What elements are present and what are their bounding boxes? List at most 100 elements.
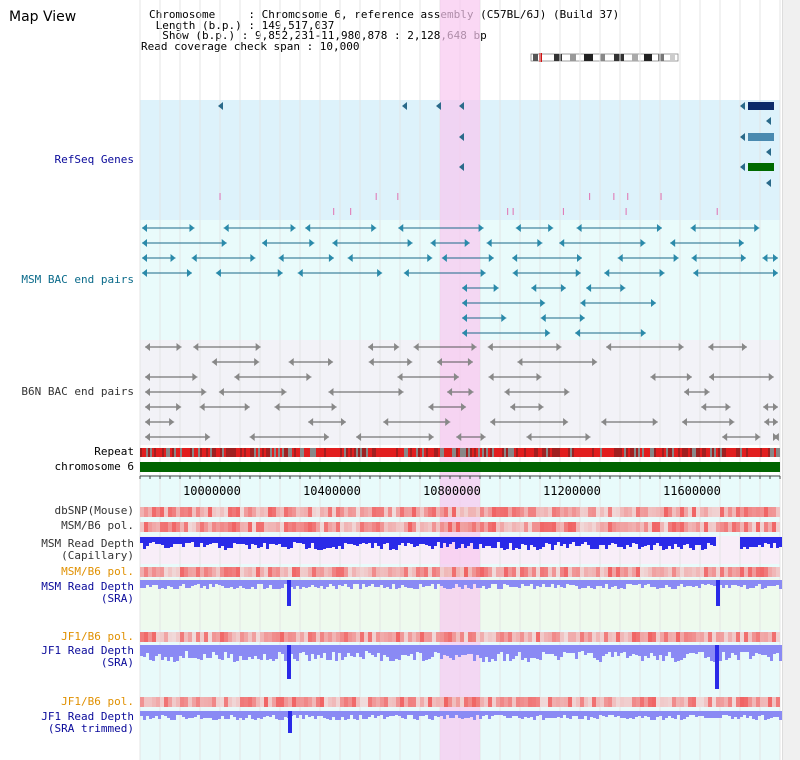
depth-bar	[284, 580, 287, 584]
depth-bar	[275, 645, 278, 659]
b6n-end-arrow	[288, 358, 294, 366]
depth-bar	[158, 580, 161, 589]
depth-bar	[746, 711, 749, 718]
heat-cell	[528, 697, 532, 707]
depth-bar	[314, 645, 317, 659]
depth-bar	[350, 537, 353, 544]
heat-cell	[476, 697, 480, 707]
heat-cell	[168, 632, 172, 642]
depth-bar	[176, 580, 179, 589]
depth-bar	[590, 711, 593, 717]
depth-bar	[302, 580, 305, 587]
heat-cell	[208, 567, 212, 577]
depth-bar	[200, 645, 203, 660]
depth-bar	[272, 645, 275, 661]
heat-cell	[436, 567, 440, 577]
depth-bar	[545, 580, 548, 587]
depth-bar	[572, 537, 575, 542]
repeat-segment	[580, 448, 582, 457]
bac-end-arrow	[773, 254, 778, 262]
heat-cell	[160, 697, 164, 707]
depth-bar	[443, 645, 446, 655]
bac-end-arrow	[548, 224, 554, 232]
heat-cell	[568, 697, 572, 707]
depth-bar	[338, 645, 341, 653]
heat-cell	[764, 522, 768, 532]
depth-bar	[218, 537, 221, 548]
depth-bar	[194, 711, 197, 717]
depth-bar	[476, 711, 479, 715]
depth-bar	[551, 537, 554, 550]
depth-bar	[236, 580, 239, 588]
heat-cell	[228, 567, 232, 577]
depth-bar	[425, 711, 428, 715]
repeat-segment	[478, 448, 480, 457]
depth-bar	[587, 537, 590, 545]
depth-bar	[281, 645, 284, 654]
depth-bar	[242, 537, 245, 544]
track-label-b6n-bac[interactable]: B6N BAC end pairs	[21, 385, 134, 398]
depth-bar	[674, 537, 677, 544]
depth-bar	[359, 645, 362, 657]
axis-tick-label: 11200000	[543, 484, 601, 498]
heat-cell	[148, 567, 152, 577]
heat-cell	[608, 522, 612, 532]
depth-bar	[146, 645, 149, 653]
b6n-end-arrow	[340, 418, 346, 426]
heat-cell	[192, 507, 196, 517]
depth-bar	[245, 580, 248, 589]
depth-bar	[749, 580, 752, 588]
repeat-segment	[274, 448, 276, 457]
heat-cell	[672, 697, 676, 707]
depth-bar	[233, 645, 236, 662]
depth-bar	[542, 537, 545, 547]
heat-cell	[496, 567, 500, 577]
depth-bar	[734, 645, 737, 655]
depth-bar	[629, 537, 632, 547]
repeat-segment	[358, 448, 360, 457]
bac-end-arrow	[142, 254, 147, 262]
depth-bar	[488, 537, 491, 546]
depth-bar	[728, 645, 731, 658]
repeat-segment	[588, 448, 590, 457]
depth-bar	[341, 580, 344, 586]
heat-cell	[392, 507, 396, 517]
heat-cell	[368, 697, 372, 707]
depth-bar	[368, 580, 371, 586]
heat-cell	[332, 507, 336, 517]
heat-cell	[536, 697, 540, 707]
heat-cell	[304, 632, 308, 642]
depth-bar	[212, 711, 215, 720]
depth-bar	[311, 580, 314, 585]
depth-bar	[266, 580, 269, 588]
heat-cell	[424, 507, 428, 517]
repeat-segment	[612, 448, 614, 457]
depth-bar	[608, 537, 611, 545]
track-label-refseq[interactable]: RefSeq Genes	[54, 153, 134, 166]
heat-cell	[524, 632, 528, 642]
depth-bar	[686, 711, 689, 717]
depth-bar	[179, 645, 182, 656]
depth-bar	[728, 711, 731, 716]
b6n-end-arrow	[255, 343, 261, 351]
vertical-scrollbar[interactable]	[782, 0, 800, 760]
heat-cell	[408, 697, 412, 707]
depth-bar	[563, 537, 566, 544]
repeat-segment	[508, 448, 510, 457]
bac-end-arrow	[575, 329, 581, 337]
bac-end-arrow	[740, 254, 746, 262]
depth-bar	[167, 711, 170, 718]
depth-bar	[494, 580, 497, 584]
heat-cell	[360, 507, 364, 517]
depth-bar	[374, 645, 377, 657]
heat-cell	[232, 522, 236, 532]
heat-cell	[516, 632, 520, 642]
heat-cell	[636, 567, 640, 577]
heat-cell	[552, 567, 556, 577]
repeat-segment	[572, 448, 574, 457]
b6n-end-arrow	[708, 373, 714, 381]
track-label-msm-bac[interactable]: MSM BAC end pairs	[21, 273, 134, 286]
heat-cell	[712, 507, 716, 517]
depth-bar	[701, 711, 704, 716]
